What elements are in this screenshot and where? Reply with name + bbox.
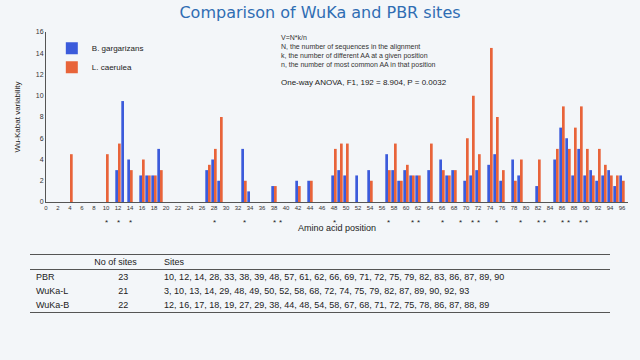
- html-text:12, 16, 17, 18, 19, 27, 29, 38: 12, 16, 17, 18, 19, 27, 29, 38, 44, 48, …: [164, 300, 490, 310]
- svg-text:48: 48: [331, 205, 338, 211]
- svg-text:62: 62: [415, 205, 422, 211]
- svg-text:36: 36: [259, 205, 266, 211]
- svg-text:54: 54: [367, 205, 374, 211]
- svg-text:*: *: [471, 218, 474, 227]
- html-text:21: 21: [118, 286, 129, 296]
- svg-text:*: *: [543, 218, 546, 227]
- svg-text:76: 76: [499, 205, 506, 211]
- svg-text:*: *: [411, 218, 414, 227]
- svg-text:78: 78: [511, 205, 518, 211]
- svg-text:14: 14: [127, 205, 134, 211]
- svg-text:*: *: [243, 218, 246, 227]
- svg-text:56: 56: [379, 205, 386, 211]
- svg-text:*: *: [579, 218, 582, 227]
- svg-text:*: *: [117, 218, 120, 227]
- svg-text:22: 22: [175, 205, 182, 211]
- svg-text:One-way ANOVA, F1, 192 = 8.904: One-way ANOVA, F1, 192 = 8.904, P = 0.00…: [281, 78, 447, 87]
- svg-text:84: 84: [547, 205, 554, 211]
- svg-text:*: *: [273, 218, 276, 227]
- svg-text:10: 10: [103, 205, 110, 211]
- svg-text:Amino acid position: Amino acid position: [298, 223, 376, 233]
- svg-text:*: *: [585, 218, 588, 227]
- svg-text:*: *: [129, 218, 132, 227]
- svg-text:*: *: [495, 218, 498, 227]
- svg-text:52: 52: [355, 205, 362, 211]
- svg-text:74: 74: [487, 205, 494, 211]
- svg-text:Comparison of WuKa and PBR sit: Comparison of WuKa and PBR sites: [179, 3, 460, 22]
- svg-text:46: 46: [319, 205, 326, 211]
- svg-text:*: *: [537, 218, 540, 227]
- html-text:WuKa-L: WuKa-L: [36, 286, 69, 296]
- svg-text:10: 10: [36, 92, 44, 99]
- svg-text:32: 32: [235, 205, 242, 211]
- svg-text:94: 94: [607, 205, 614, 211]
- svg-text:16: 16: [36, 28, 44, 35]
- svg-text:12: 12: [36, 71, 44, 78]
- svg-text:*: *: [441, 218, 444, 227]
- svg-text:50: 50: [343, 205, 350, 211]
- svg-text:24: 24: [187, 205, 194, 211]
- svg-text:0: 0: [44, 205, 48, 211]
- svg-text:B. gargarizans: B. gargarizans: [92, 44, 144, 53]
- svg-text:*: *: [459, 218, 462, 227]
- svg-text:72: 72: [475, 205, 482, 211]
- html-text:No of sites: No of sites: [94, 257, 137, 267]
- html-text:Sites: Sites: [164, 257, 185, 267]
- svg-text:12: 12: [115, 205, 122, 211]
- html-text:10, 12, 14, 28, 33, 38, 39, 48: 10, 12, 14, 28, 33, 38, 39, 48, 57, 61, …: [164, 272, 505, 282]
- svg-text:*: *: [105, 218, 108, 227]
- svg-text:*: *: [519, 218, 522, 227]
- svg-text:*: *: [333, 218, 336, 227]
- svg-text:96: 96: [619, 205, 626, 211]
- svg-text:82: 82: [535, 205, 542, 211]
- svg-text:38: 38: [271, 205, 278, 211]
- svg-text:*: *: [477, 218, 480, 227]
- svg-text:18: 18: [151, 205, 158, 211]
- svg-text:4: 4: [40, 156, 44, 163]
- svg-text:80: 80: [523, 205, 530, 211]
- svg-text:28: 28: [211, 205, 218, 211]
- svg-text:16: 16: [139, 205, 146, 211]
- html-text:23: 23: [118, 272, 129, 282]
- svg-text:*: *: [387, 218, 390, 227]
- svg-text:14: 14: [36, 50, 44, 57]
- svg-text:L. caerulea: L. caerulea: [92, 63, 132, 72]
- svg-text:*: *: [417, 218, 420, 227]
- svg-text:40: 40: [283, 205, 290, 211]
- svg-text:30: 30: [223, 205, 230, 211]
- svg-text:20: 20: [163, 205, 170, 211]
- html-text:WuKa-B: WuKa-B: [36, 300, 70, 310]
- svg-text:68: 68: [451, 205, 458, 211]
- html-text:22: 22: [118, 300, 129, 310]
- svg-text:92: 92: [595, 205, 602, 211]
- svg-text:86: 86: [559, 205, 566, 211]
- svg-text:0: 0: [40, 198, 44, 205]
- svg-text:*: *: [567, 218, 570, 227]
- svg-text:Wu-Kabat variability: Wu-Kabat variability: [13, 82, 22, 153]
- svg-text:*: *: [279, 218, 282, 227]
- svg-text:66: 66: [439, 205, 446, 211]
- svg-text:70: 70: [463, 205, 470, 211]
- svg-text:34: 34: [247, 205, 254, 211]
- svg-text:90: 90: [583, 205, 590, 211]
- html-text:3, 10, 13, 14, 29, 48, 49, 50,: 3, 10, 13, 14, 29, 48, 49, 50, 52, 58, 6…: [164, 286, 470, 296]
- svg-text:64: 64: [427, 205, 434, 211]
- svg-text:6: 6: [40, 135, 44, 142]
- svg-text:*: *: [561, 218, 564, 227]
- svg-text:6: 6: [80, 205, 84, 211]
- svg-text:8: 8: [40, 113, 44, 120]
- svg-text:42: 42: [295, 205, 302, 211]
- svg-text:8: 8: [92, 205, 96, 211]
- svg-text:60: 60: [403, 205, 410, 211]
- svg-text:2: 2: [56, 205, 60, 211]
- svg-text:4: 4: [68, 205, 72, 211]
- html-text:PBR: PBR: [36, 272, 55, 282]
- svg-text:26: 26: [199, 205, 206, 211]
- svg-text:2: 2: [40, 177, 44, 184]
- svg-text:58: 58: [391, 205, 398, 211]
- svg-text:88: 88: [571, 205, 578, 211]
- svg-text:V=N*k/nN, the number of sequen: V=N*k/nN, the number of sequences in the…: [281, 34, 436, 69]
- svg-text:44: 44: [307, 205, 314, 211]
- svg-text:*: *: [213, 218, 216, 227]
